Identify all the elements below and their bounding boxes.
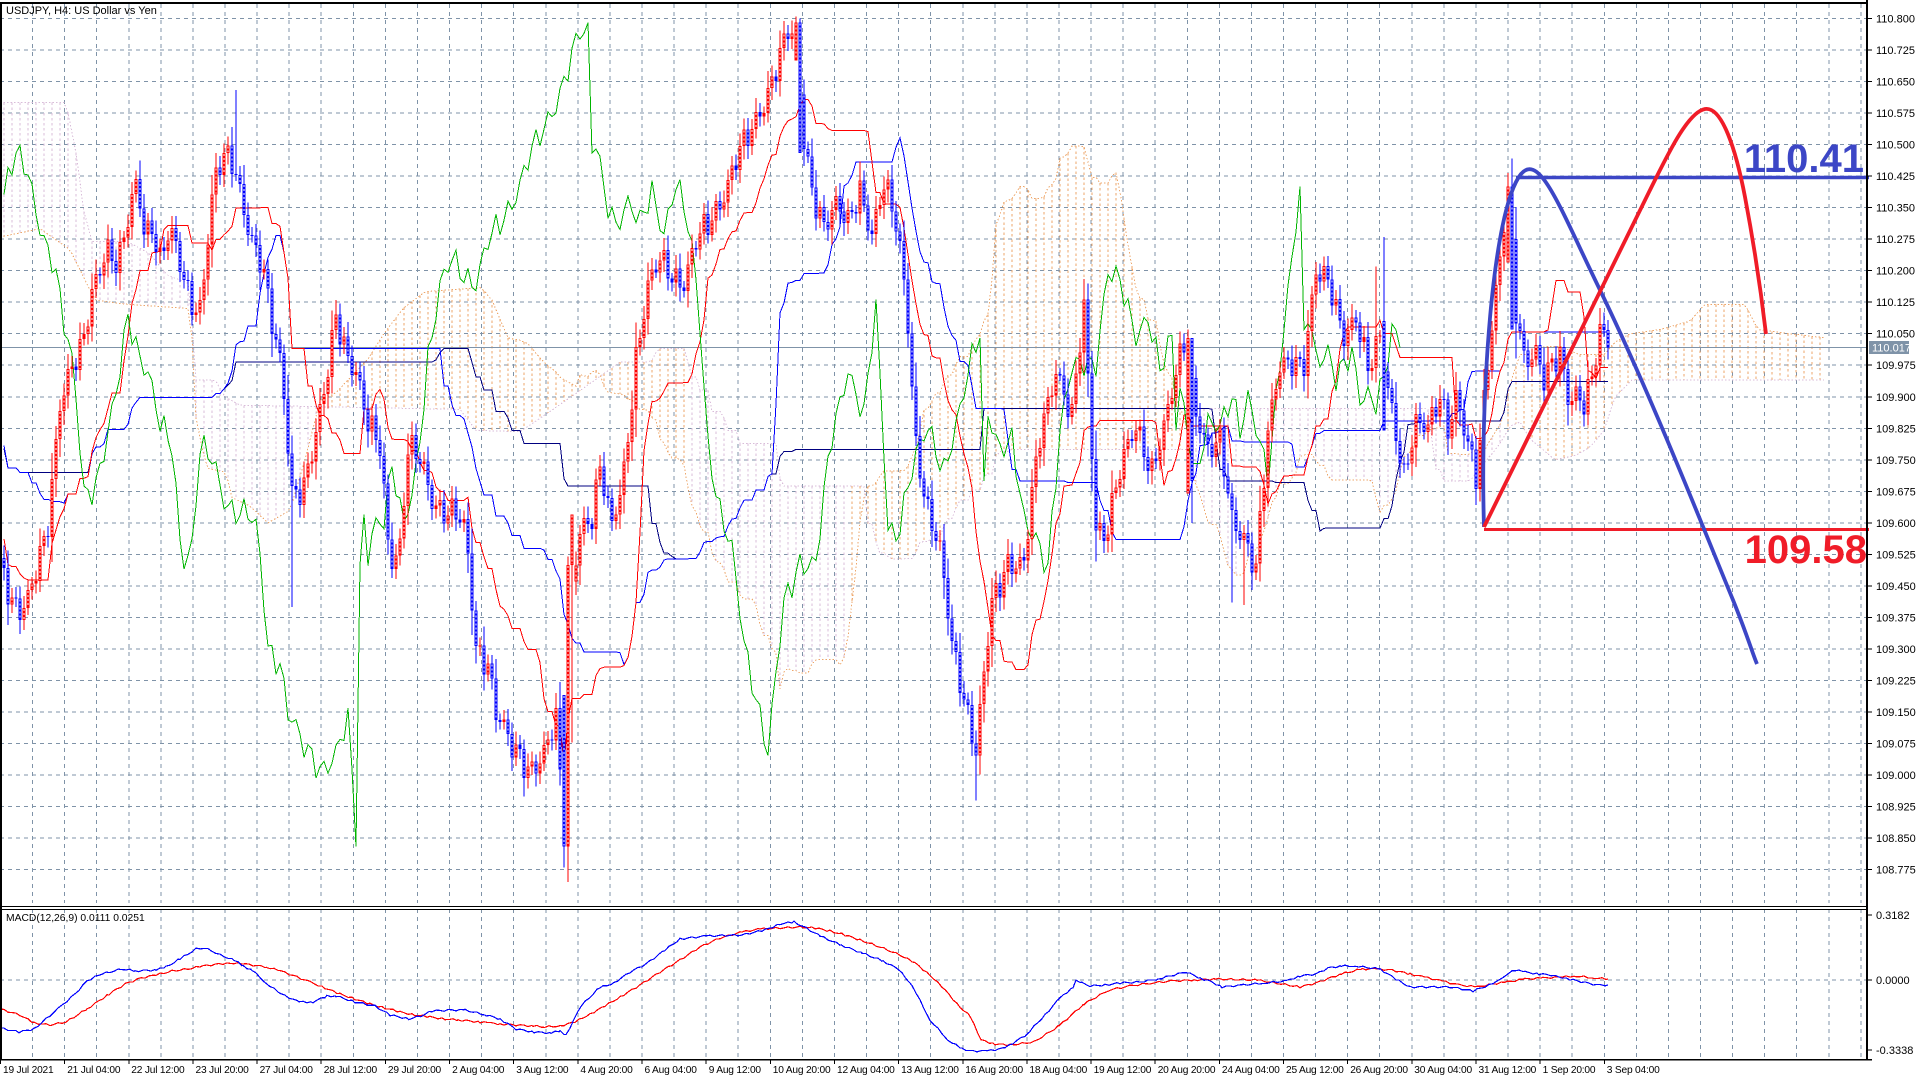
svg-text:110.275: 110.275 — [1876, 234, 1915, 246]
svg-text:10 Aug 20:00: 10 Aug 20:00 — [773, 1065, 831, 1076]
svg-text:109.450: 109.450 — [1876, 581, 1916, 593]
svg-text:27 Jul 04:00: 27 Jul 04:00 — [260, 1065, 314, 1076]
svg-text:110.650: 110.650 — [1876, 77, 1915, 89]
svg-text:110.017: 110.017 — [1872, 343, 1911, 355]
svg-text:20 Aug 20:00: 20 Aug 20:00 — [1158, 1065, 1216, 1076]
svg-text:0.3182: 0.3182 — [1876, 910, 1910, 922]
svg-text:16 Aug 20:00: 16 Aug 20:00 — [965, 1065, 1023, 1076]
svg-text:108.925: 108.925 — [1876, 802, 1916, 814]
svg-text:-0.3338: -0.3338 — [1876, 1045, 1913, 1057]
svg-text:109.000: 109.000 — [1876, 770, 1916, 782]
svg-text:109.075: 109.075 — [1876, 739, 1916, 751]
svg-text:19 Jul 2021: 19 Jul 2021 — [3, 1065, 54, 1076]
svg-text:110.500: 110.500 — [1876, 140, 1915, 152]
svg-text:108.775: 108.775 — [1876, 865, 1916, 877]
svg-text:MACD(12,26,9) 0.0111 0.0251: MACD(12,26,9) 0.0111 0.0251 — [6, 913, 145, 924]
svg-text:30 Aug 04:00: 30 Aug 04:00 — [1414, 1065, 1472, 1076]
svg-text:109.975: 109.975 — [1876, 360, 1916, 372]
svg-text:109.675: 109.675 — [1876, 486, 1916, 498]
svg-text:26 Aug 20:00: 26 Aug 20:00 — [1350, 1065, 1408, 1076]
svg-text:28 Jul 12:00: 28 Jul 12:00 — [324, 1065, 378, 1076]
svg-text:110.575: 110.575 — [1876, 108, 1915, 120]
svg-text:109.58: 109.58 — [1745, 528, 1867, 572]
svg-text:23 Jul 20:00: 23 Jul 20:00 — [196, 1065, 250, 1076]
svg-text:110.425: 110.425 — [1876, 171, 1915, 183]
svg-text:109.525: 109.525 — [1876, 549, 1916, 561]
svg-text:3 Aug 12:00: 3 Aug 12:00 — [516, 1065, 569, 1076]
svg-text:110.125: 110.125 — [1876, 297, 1915, 309]
svg-text:12 Aug 04:00: 12 Aug 04:00 — [837, 1065, 895, 1076]
svg-text:109.225: 109.225 — [1876, 676, 1916, 688]
svg-text:2 Aug 04:00: 2 Aug 04:00 — [452, 1065, 505, 1076]
svg-text:110.725: 110.725 — [1876, 45, 1915, 57]
svg-text:USDJPY, H4: US Dollar vs Yen: USDJPY, H4: US Dollar vs Yen — [6, 5, 157, 17]
svg-text:19 Aug 12:00: 19 Aug 12:00 — [1094, 1065, 1152, 1076]
svg-text:18 Aug 04:00: 18 Aug 04:00 — [1029, 1065, 1087, 1076]
svg-text:4 Aug 20:00: 4 Aug 20:00 — [580, 1065, 633, 1076]
svg-text:25 Aug 12:00: 25 Aug 12:00 — [1286, 1065, 1344, 1076]
svg-text:110.350: 110.350 — [1876, 203, 1915, 215]
svg-text:109.750: 109.750 — [1876, 455, 1916, 467]
svg-text:9 Aug 12:00: 9 Aug 12:00 — [709, 1065, 762, 1076]
svg-text:21 Jul 04:00: 21 Jul 04:00 — [67, 1065, 121, 1076]
svg-text:110.41: 110.41 — [1744, 137, 1864, 181]
svg-text:31 Aug 12:00: 31 Aug 12:00 — [1479, 1065, 1537, 1076]
svg-text:109.375: 109.375 — [1876, 612, 1916, 624]
svg-text:29 Jul 20:00: 29 Jul 20:00 — [388, 1065, 442, 1076]
svg-text:1 Sep 20:00: 1 Sep 20:00 — [1543, 1065, 1596, 1076]
svg-text:109.150: 109.150 — [1876, 707, 1916, 719]
svg-text:110.200: 110.200 — [1876, 266, 1915, 278]
svg-text:109.825: 109.825 — [1876, 423, 1916, 435]
svg-text:3 Sep 04:00: 3 Sep 04:00 — [1607, 1065, 1660, 1076]
svg-text:22 Jul 12:00: 22 Jul 12:00 — [131, 1065, 185, 1076]
svg-text:109.300: 109.300 — [1876, 644, 1916, 656]
svg-text:24 Aug 04:00: 24 Aug 04:00 — [1222, 1065, 1280, 1076]
svg-text:110.800: 110.800 — [1876, 14, 1915, 26]
svg-text:13 Aug 12:00: 13 Aug 12:00 — [901, 1065, 959, 1076]
svg-text:108.850: 108.850 — [1876, 833, 1916, 845]
svg-text:0.0000: 0.0000 — [1876, 975, 1910, 987]
svg-text:110.050: 110.050 — [1876, 329, 1915, 341]
svg-text:109.900: 109.900 — [1876, 392, 1916, 404]
svg-text:109.600: 109.600 — [1876, 518, 1916, 530]
svg-text:6 Aug 04:00: 6 Aug 04:00 — [645, 1065, 698, 1076]
